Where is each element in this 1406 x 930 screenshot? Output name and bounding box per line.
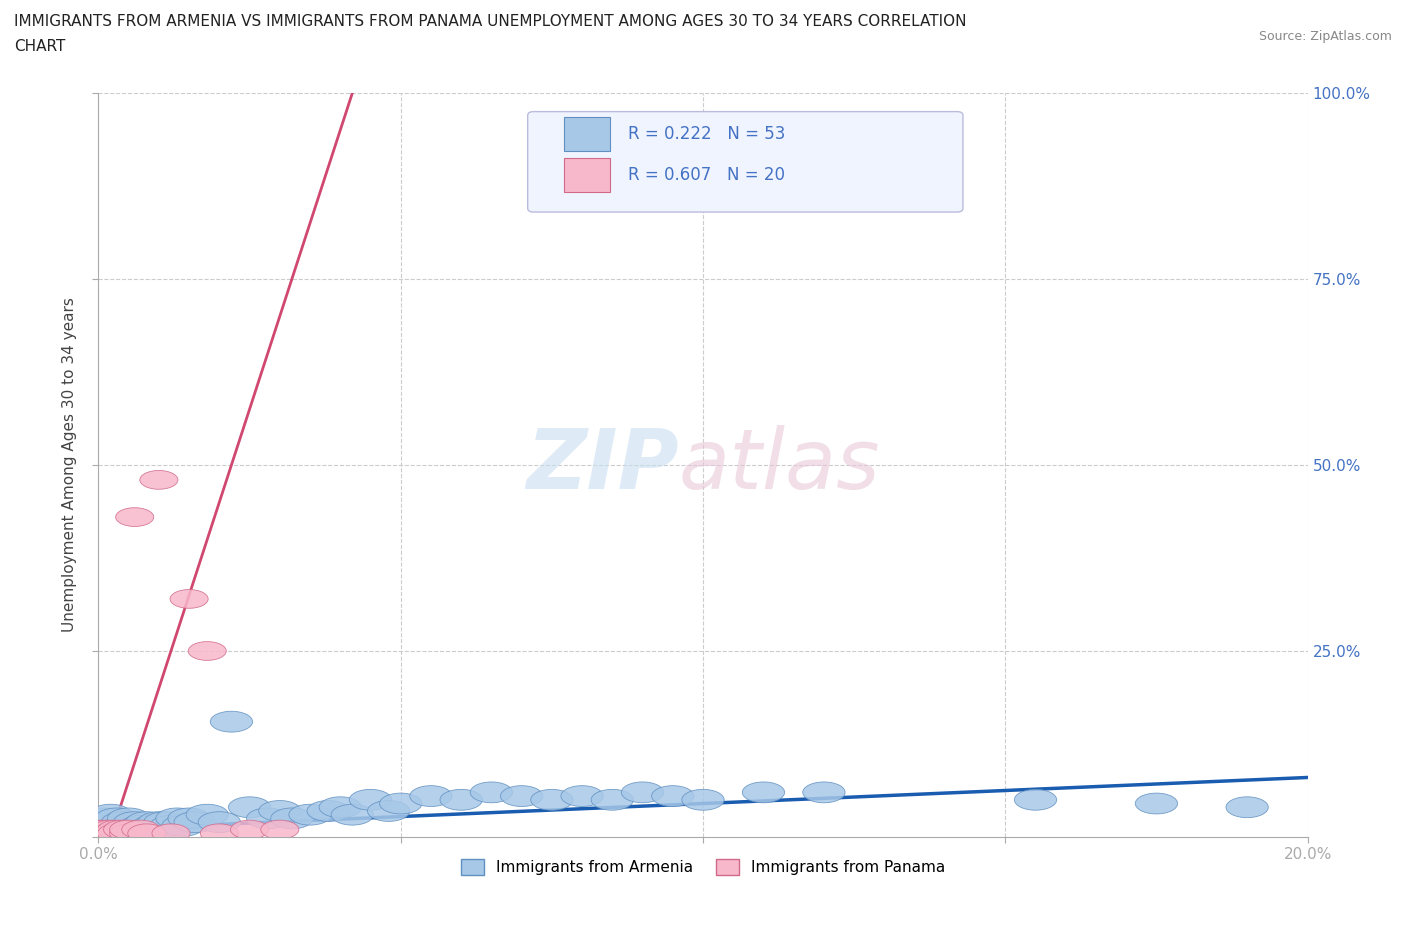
Ellipse shape [110,820,148,839]
Ellipse shape [114,812,156,832]
Ellipse shape [138,812,180,832]
Ellipse shape [83,808,125,829]
Ellipse shape [152,824,190,843]
Ellipse shape [651,786,695,806]
Ellipse shape [101,812,143,832]
Ellipse shape [90,804,132,825]
Ellipse shape [107,816,150,836]
Ellipse shape [803,782,845,803]
Text: CHART: CHART [14,39,66,54]
Y-axis label: Unemployment Among Ages 30 to 34 years: Unemployment Among Ages 30 to 34 years [62,298,77,632]
Ellipse shape [380,793,422,814]
Ellipse shape [228,797,271,817]
Ellipse shape [86,824,124,843]
Ellipse shape [186,804,228,825]
Ellipse shape [440,790,482,810]
Ellipse shape [246,808,288,829]
Ellipse shape [104,820,142,839]
Ellipse shape [122,820,160,839]
Ellipse shape [115,508,153,526]
Ellipse shape [319,797,361,817]
Ellipse shape [96,808,138,829]
Ellipse shape [501,786,543,806]
Text: IMMIGRANTS FROM ARMENIA VS IMMIGRANTS FROM PANAMA UNEMPLOYMENT AMONG AGES 30 TO : IMMIGRANTS FROM ARMENIA VS IMMIGRANTS FR… [14,14,966,29]
Ellipse shape [170,590,208,608]
Ellipse shape [77,812,120,832]
Ellipse shape [211,711,253,732]
Ellipse shape [307,801,349,821]
Ellipse shape [174,812,217,832]
Ellipse shape [332,804,374,825]
Text: ZIP: ZIP [526,424,679,506]
Ellipse shape [79,820,118,839]
Ellipse shape [139,471,179,489]
Ellipse shape [742,782,785,803]
Ellipse shape [188,642,226,660]
Ellipse shape [167,808,211,829]
Ellipse shape [83,819,125,840]
Ellipse shape [367,801,409,821]
Ellipse shape [150,816,193,836]
Ellipse shape [91,820,129,839]
Ellipse shape [271,808,314,829]
Ellipse shape [162,816,204,836]
Ellipse shape [1226,797,1268,817]
Ellipse shape [114,819,156,840]
Ellipse shape [561,786,603,806]
Ellipse shape [125,812,167,832]
Ellipse shape [91,824,129,843]
Text: R = 0.222   N = 53: R = 0.222 N = 53 [628,125,786,143]
Text: R = 0.607   N = 20: R = 0.607 N = 20 [628,166,785,184]
Text: atlas: atlas [679,424,880,506]
Ellipse shape [200,824,239,843]
FancyBboxPatch shape [564,158,610,192]
Ellipse shape [101,816,143,836]
Ellipse shape [682,790,724,810]
Ellipse shape [97,824,135,843]
Ellipse shape [86,820,124,839]
Ellipse shape [349,790,392,810]
Ellipse shape [288,804,332,825]
Ellipse shape [198,812,240,832]
Ellipse shape [231,820,269,839]
Ellipse shape [259,801,301,821]
Ellipse shape [591,790,634,810]
Ellipse shape [530,790,574,810]
FancyBboxPatch shape [564,117,610,151]
Ellipse shape [409,786,453,806]
Text: Source: ZipAtlas.com: Source: ZipAtlas.com [1258,30,1392,43]
Ellipse shape [621,782,664,803]
Ellipse shape [110,824,148,843]
Ellipse shape [132,816,174,836]
Ellipse shape [97,820,135,839]
Ellipse shape [107,808,150,829]
Ellipse shape [90,816,132,836]
Ellipse shape [96,819,138,840]
Legend: Immigrants from Armenia, Immigrants from Panama: Immigrants from Armenia, Immigrants from… [454,853,952,882]
Ellipse shape [470,782,513,803]
Ellipse shape [260,820,299,839]
FancyBboxPatch shape [527,112,963,212]
Ellipse shape [143,812,186,832]
Ellipse shape [128,824,166,843]
Ellipse shape [1135,793,1178,814]
Ellipse shape [107,819,150,840]
Ellipse shape [120,816,162,836]
Ellipse shape [156,808,198,829]
Ellipse shape [1014,790,1057,810]
